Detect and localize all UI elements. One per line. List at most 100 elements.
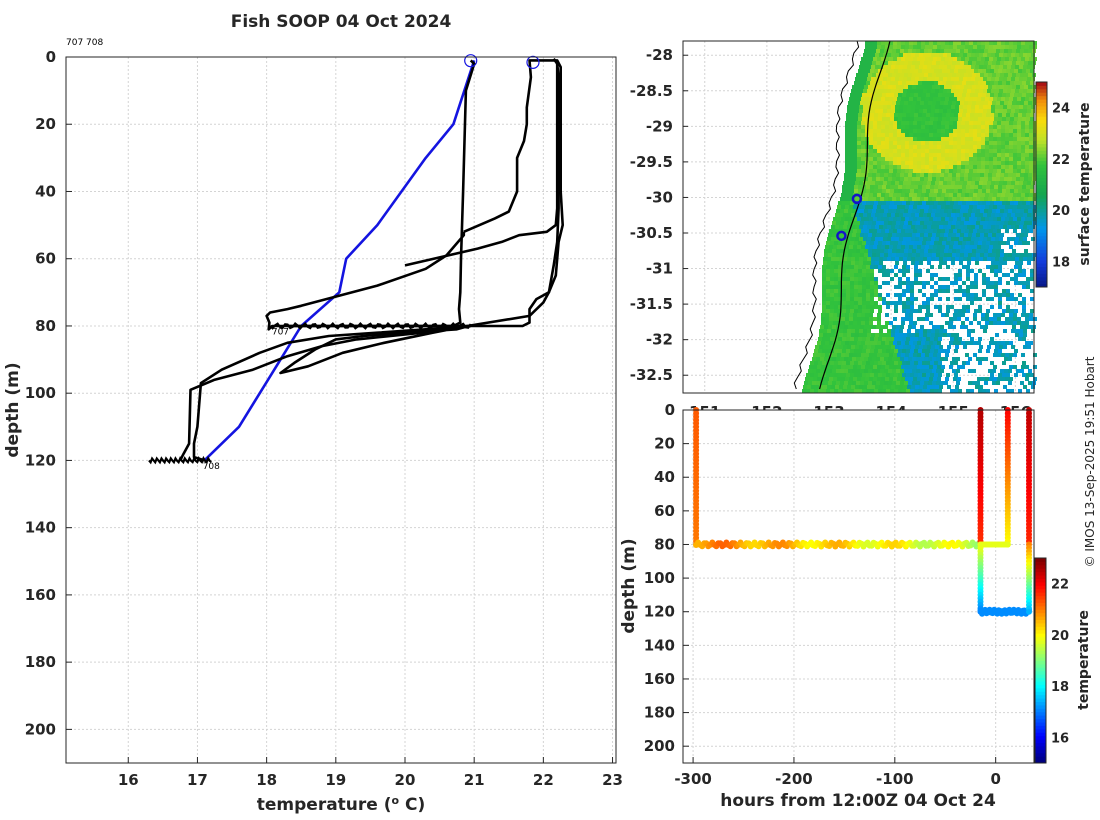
sst-cell: [1009, 217, 1013, 221]
sst-cell: [923, 53, 927, 57]
sst-cell: [837, 229, 841, 233]
sst-cell: [1028, 209, 1032, 213]
sst-cell: [821, 317, 825, 321]
sst-cell: [873, 169, 877, 173]
sst-cell: [853, 121, 857, 125]
sst-cell: [864, 177, 868, 181]
sst-cell: [904, 49, 908, 53]
sst-cell: [845, 353, 849, 357]
sst-cell: [910, 297, 914, 301]
sst-colorbar-swatch: [1036, 211, 1047, 216]
sst-cell: [965, 161, 969, 165]
sst-cell: [918, 273, 922, 277]
sst-cell: [1010, 113, 1014, 117]
sst-cell: [862, 93, 866, 97]
sst-cell: [826, 309, 830, 313]
sst-cell: [983, 329, 987, 333]
sst-colorbar-swatch: [1036, 129, 1047, 134]
sst-cell: [872, 173, 876, 177]
sst-cell: [837, 317, 841, 321]
sst-cell: [965, 341, 969, 345]
sst-cell: [1017, 169, 1021, 173]
sst-cell: [967, 109, 971, 113]
sst-cell: [991, 257, 995, 261]
sst-cell: [947, 345, 951, 349]
sst-cell: [1014, 373, 1018, 377]
sst-cell: [904, 85, 908, 89]
sst-cell: [903, 213, 907, 217]
sst-cell: [1024, 209, 1028, 213]
sst-cell: [996, 177, 1000, 181]
sst-cell: [850, 337, 854, 341]
sst-cell: [990, 281, 994, 285]
temperature-colorbar-swatch: [1035, 626, 1046, 631]
sst-cell: [993, 377, 997, 381]
sst-cell: [1002, 185, 1006, 189]
sst-cell: [956, 249, 960, 253]
sst-cell: [917, 141, 921, 145]
sst-cell: [851, 257, 855, 261]
sst-cell: [919, 105, 923, 109]
sst-cell: [1027, 213, 1031, 217]
sst-cell: [942, 189, 946, 193]
sst-cell: [981, 41, 985, 45]
sst-cell: [985, 125, 989, 129]
sst-cell: [964, 209, 968, 213]
sst-cell: [983, 53, 987, 57]
sst-cell: [871, 181, 875, 185]
sst-cell: [945, 121, 949, 125]
sst-cell: [917, 45, 921, 49]
sst-cell: [982, 81, 986, 85]
sst-cell: [1023, 65, 1027, 69]
sst-cell: [822, 269, 826, 273]
sst-cell: [890, 201, 894, 205]
sst-cell: [972, 221, 976, 225]
sst-cell: [890, 81, 894, 85]
sst-cell: [963, 213, 967, 217]
sst-cell: [1004, 177, 1008, 181]
sst-cell: [1011, 257, 1015, 261]
sst-cell: [991, 109, 995, 113]
sst-cell: [998, 69, 1002, 73]
sst-cell: [905, 217, 909, 221]
sst-cell: [827, 237, 831, 241]
sst-cell: [1017, 57, 1021, 61]
sst-cell: [1028, 49, 1032, 53]
sst-cell: [882, 201, 886, 205]
sst-cell: [851, 181, 855, 185]
sst-cell: [854, 289, 858, 293]
sst-cell: [846, 293, 850, 297]
temperature-colorbar-swatch: [1035, 578, 1046, 583]
sst-cell: [952, 357, 956, 361]
sst-cell: [838, 337, 842, 341]
sst-cell: [1014, 281, 1018, 285]
sst-cell: [933, 217, 937, 221]
sst-cell: [925, 97, 929, 101]
sst-cell: [828, 253, 832, 257]
sst-cell: [961, 137, 965, 141]
sst-cell: [866, 309, 870, 313]
sst-cell: [885, 157, 889, 161]
temperature-colorbar-frame: [1034, 557, 1047, 764]
sst-cell: [862, 69, 866, 73]
sst-cell: [885, 41, 889, 45]
sst-cell: [913, 229, 917, 233]
sst-cell: [928, 61, 932, 65]
sst-cell: [860, 209, 864, 213]
sst-cell: [940, 233, 944, 237]
sst-cell: [819, 333, 823, 337]
sst-cell: [934, 81, 938, 85]
sst-cell: [984, 173, 988, 177]
sst-cell: [852, 173, 856, 177]
sst-cell: [1006, 289, 1010, 293]
sst-cell: [894, 389, 898, 393]
sst-cell: [976, 61, 980, 65]
sst-cell: [1015, 225, 1019, 229]
sst-cell: [1025, 229, 1029, 233]
sst-cell: [857, 137, 861, 141]
sst-cell: [869, 321, 873, 325]
sst-cell: [912, 73, 916, 77]
sst-cell: [922, 281, 926, 285]
sst-cell: [908, 197, 912, 201]
